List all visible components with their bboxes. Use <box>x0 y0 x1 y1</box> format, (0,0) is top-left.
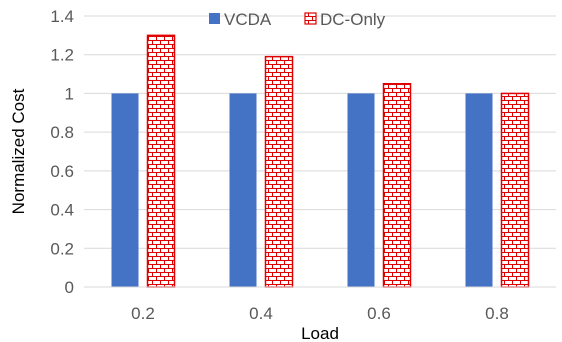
bars <box>111 34 530 288</box>
x-tick-label: 0.6 <box>367 304 391 323</box>
legend-swatch-dc-only <box>304 12 317 25</box>
legend: VCDA DC-Only <box>209 10 386 29</box>
bar-dc-only-0.6 <box>382 83 412 288</box>
legend-label-vcda: VCDA <box>224 10 272 29</box>
bar-dc-only-0.2 <box>146 34 176 288</box>
x-tick-label: 0.2 <box>131 304 155 323</box>
legend-label-dc-only: DC-Only <box>320 10 386 29</box>
y-tick-label: 0.2 <box>50 239 74 258</box>
legend-swatch-vcda <box>209 13 220 24</box>
y-tick-label: 1.2 <box>50 46 74 65</box>
y-tick-label: 0.4 <box>50 201 74 220</box>
bar-vcda-0.4 <box>229 93 257 287</box>
y-tick-label: 1.4 <box>50 7 74 26</box>
x-tick-label: 0.4 <box>249 304 273 323</box>
bar-dc-only-0.4 <box>264 55 294 288</box>
bar-vcda-0.8 <box>465 93 493 287</box>
y-axis-title: Normalized Cost <box>9 88 28 214</box>
bar-vcda-0.6 <box>347 93 375 287</box>
y-tick-label: 0 <box>65 278 74 297</box>
y-tick-label: 0.6 <box>50 162 74 181</box>
y-tick-label: 0.8 <box>50 123 74 142</box>
y-tick-label: 1 <box>65 84 74 103</box>
bar-vcda-0.2 <box>111 93 139 287</box>
bar-dc-only-0.8 <box>500 92 530 288</box>
x-tick-label: 0.8 <box>485 304 509 323</box>
x-axis-title: Load <box>301 324 339 342</box>
axes: 0 0.2 0.4 0.6 0.8 1 1.2 1.4 0.2 0.4 0.6 0.8 <box>50 7 556 323</box>
